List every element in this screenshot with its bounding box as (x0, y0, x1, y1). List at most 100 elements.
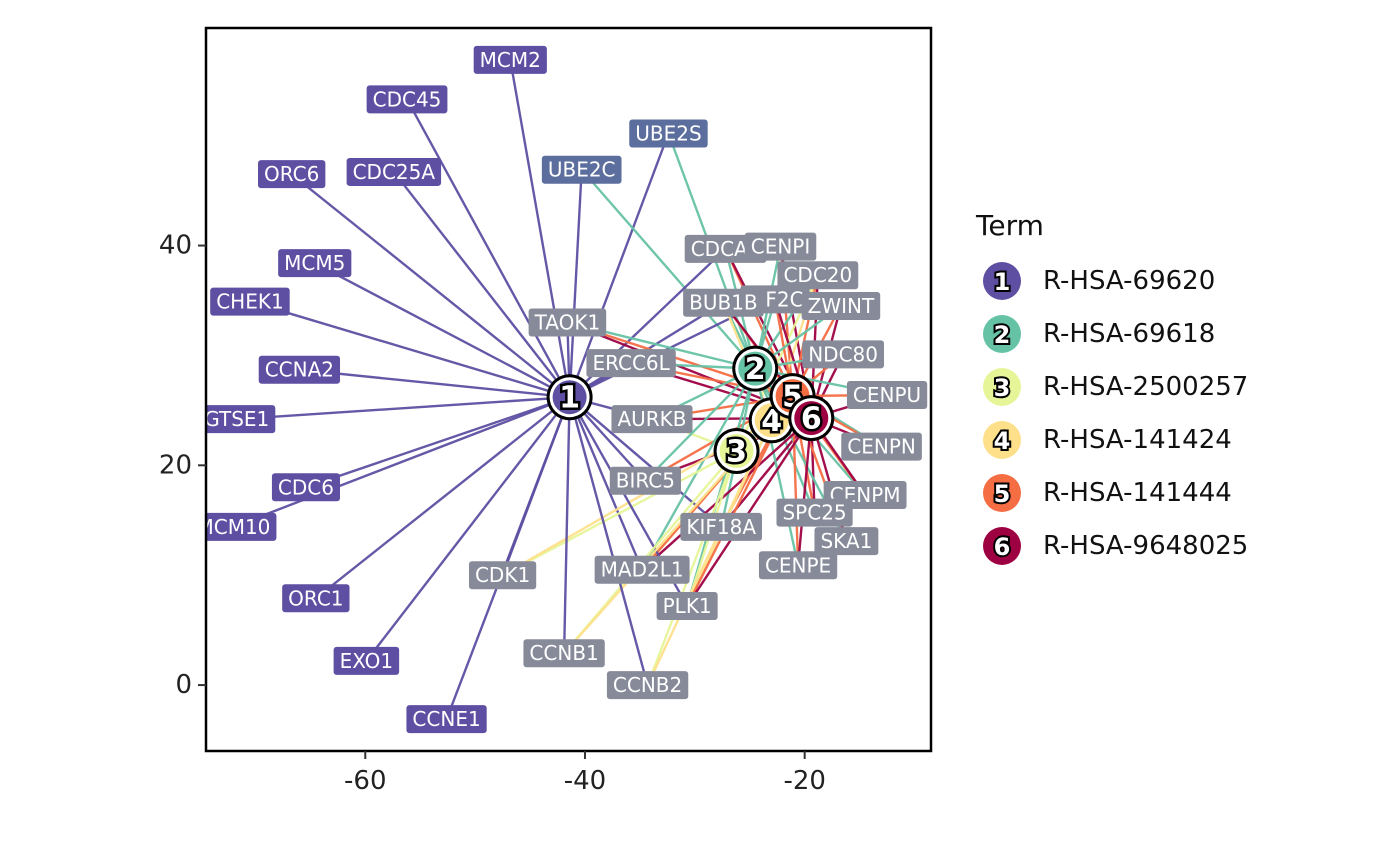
term-node-fill (719, 434, 754, 469)
term-node-fill (738, 351, 773, 386)
gene-label: CENPN (847, 435, 916, 459)
legend-key-circle (983, 262, 1021, 300)
edge-mcm10-term-1 (233, 396, 571, 528)
edge-gtse1-term-1 (236, 395, 570, 421)
gene-label-box (586, 349, 676, 378)
gene-node: PLK1 (656, 591, 718, 620)
edge-ccna2-term-1 (299, 368, 570, 399)
legend-key-number: 1 (994, 268, 1011, 296)
edge-exo1-term-1 (365, 396, 571, 662)
legend-label: R-HSA-2500257 (1043, 372, 1248, 402)
gene-label-box (656, 591, 718, 620)
gene-node: AURKB (611, 405, 693, 434)
gene-node: TAOK1 (528, 308, 607, 337)
gene-label: CHEK1 (216, 290, 283, 314)
gene-node: ERCC6L (586, 349, 676, 378)
gene-node: CDC45 (366, 85, 448, 114)
gene-label-box (776, 498, 853, 527)
gene-label-box (346, 157, 442, 186)
gene-node: CDC6 (271, 473, 340, 502)
gene-label: SKA1 (820, 529, 872, 553)
x-tick-label: -40 (564, 766, 606, 796)
gene-label-box (594, 555, 690, 584)
edge-cdc25a-term-1 (392, 171, 571, 398)
gene-label-box (271, 473, 340, 502)
gene-label-box (841, 432, 922, 461)
gene-label: ORC1 (288, 586, 343, 610)
term-node-2: 2 (732, 345, 779, 392)
legend-key-number: 5 (994, 480, 1011, 508)
y-tick-label: 20 (159, 450, 192, 480)
gene-label: BUB1B (689, 291, 758, 315)
gene-label: CENPI (751, 235, 811, 259)
gene-label-box (258, 355, 341, 384)
legend-key-circle (983, 315, 1021, 353)
edge-ube2c-term-1 (568, 169, 583, 398)
edge-mcm5-term-1 (314, 262, 571, 399)
gene-node: CDC20 (777, 261, 859, 290)
edge-mad2l1-term-2 (641, 368, 757, 571)
gene-label: MAD2L1 (601, 558, 684, 582)
gene-label: CENPU (853, 383, 921, 407)
gene-node: BUB1B (683, 288, 764, 317)
gene-label: UBE2S (635, 121, 701, 145)
edge-mad2l1-term-1 (568, 396, 644, 571)
gene-label: MCM2 (480, 48, 541, 72)
gene-node: ZWINT (801, 291, 881, 320)
gene-node: CENPN (841, 432, 922, 461)
legend-key-circle (983, 474, 1021, 512)
edge-plk1-term-6 (686, 417, 813, 607)
gene-node: KIF18A (680, 512, 763, 541)
gene-node: BIRC5 (609, 466, 682, 495)
term-node-fill (794, 401, 829, 436)
gene-label: TAOK1 (534, 310, 601, 334)
gene-label: CDC25A (353, 160, 436, 184)
term-node-6: 6 (788, 395, 835, 442)
legend-label: R-HSA-141424 (1043, 425, 1232, 455)
gene-node: CDC25A (346, 157, 442, 186)
legend-key-number: 6 (994, 533, 1011, 561)
gene-label-box (210, 287, 290, 316)
gene-node: UBE2C (541, 155, 622, 184)
legend-key-number: 3 (994, 374, 1011, 402)
edge-plk1-term-2 (685, 368, 757, 607)
gene-label-box (611, 405, 693, 434)
gene-node: ORC6 (258, 160, 326, 189)
gene-node: CCNA2 (258, 355, 341, 384)
edge-mad2l1-term-6 (641, 417, 813, 571)
legend-key-number: 4 (994, 427, 1011, 455)
gene-label-box (258, 160, 326, 189)
legend-title: Term (975, 209, 1044, 242)
edge-ube2s-term-1 (568, 133, 670, 398)
gene-node: SPC25 (776, 498, 853, 527)
gene-label-box (523, 639, 605, 668)
gene-node: MAD2L1 (594, 555, 690, 584)
x-tick-label: -60 (344, 766, 386, 796)
gene-node: UBE2S (629, 119, 708, 148)
gene-label: UBE2C (548, 158, 616, 182)
x-tick-label: -20 (783, 766, 825, 796)
gene-label-box (333, 646, 400, 675)
edge-ube2c-term-2 (580, 168, 757, 370)
edge-mcm2-term-1 (509, 59, 571, 398)
gene-label-box (541, 155, 622, 184)
edge-ccnb2-term-1 (568, 396, 649, 686)
gene-node: CDK1 (468, 561, 537, 590)
edge-orc6-term-1 (290, 173, 571, 399)
edge-cdc6-term-1 (305, 396, 570, 489)
gene-node: MCM2 (473, 45, 547, 74)
legend-key-circle (983, 527, 1021, 565)
gene-label-box (680, 512, 763, 541)
gene-node: SKA1 (814, 527, 879, 556)
gene-label-box (206, 405, 276, 434)
legend-label: R-HSA-141444 (1043, 478, 1232, 508)
gene-label-box (683, 288, 764, 317)
gene-label: CDK1 (475, 563, 530, 587)
gene-label-box (366, 85, 448, 114)
axes: -60 -40 -20 0 20 40 (159, 231, 826, 796)
edge-cdk1-term-1 (501, 396, 571, 576)
legend-entry: 6 R-HSA-9648025 (983, 527, 1248, 565)
